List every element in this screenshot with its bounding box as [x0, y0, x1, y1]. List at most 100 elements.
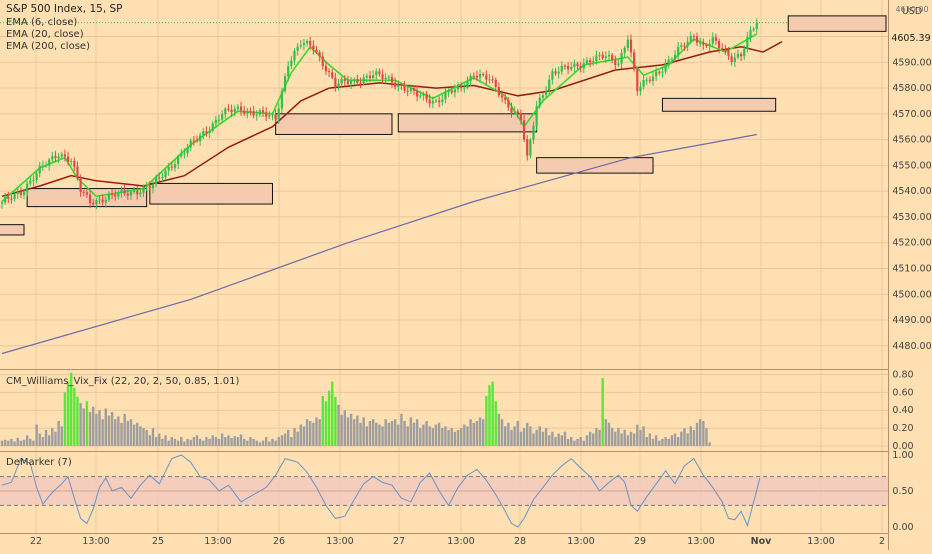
vix-fix-bar: [428, 426, 431, 446]
candle-body: [54, 156, 57, 159]
vix-fix-bar: [425, 420, 428, 446]
vix-fix-bar: [488, 385, 491, 446]
vix-fix-bar: [180, 437, 183, 446]
ema-layer: [1, 33, 783, 355]
vix-fix-bar: [409, 417, 413, 446]
candle-body: [265, 112, 268, 117]
symbol-title[interactable]: S&P 500 Index, 15, SP: [6, 3, 123, 15]
vix-fix-bar: [220, 433, 224, 446]
demarker-axis[interactable]: 0.00 0.50 1.00: [892, 450, 913, 533]
ema-6-legend[interactable]: EMA (6, close): [6, 17, 77, 28]
vix-fix-bar: [504, 426, 507, 446]
candle-body: [7, 197, 10, 199]
vix-fix-bar: [692, 429, 696, 446]
candle-body: [412, 87, 416, 91]
candle-body: [205, 131, 208, 134]
vix-fix-bar: [519, 431, 523, 446]
vix-fix-bar: [500, 419, 504, 446]
candle-body: [548, 79, 551, 91]
candle-body: [453, 89, 456, 93]
candle-body: [180, 153, 183, 157]
vix-fix-bar: [387, 422, 391, 446]
candle-body: [381, 74, 384, 80]
vix-fix-bar: [315, 417, 318, 446]
candle-body: [705, 44, 708, 47]
candle-body: [13, 194, 16, 200]
vix-fix-bar: [557, 433, 560, 446]
candle-body: [664, 63, 667, 72]
vix-fix-bar: [340, 414, 343, 446]
candle-body: [714, 37, 718, 41]
candle-body: [129, 191, 133, 196]
vix-fix-bar: [513, 426, 516, 446]
vix-fix-bar: [585, 435, 589, 446]
candle-body: [167, 166, 170, 171]
candle-body: [739, 54, 743, 57]
candle-body: [368, 75, 372, 79]
vix-fix-bar: [459, 428, 463, 446]
vix-fix-bar: [271, 438, 274, 446]
candle-body: [642, 79, 645, 87]
vix-fix-bar: [441, 428, 444, 446]
candle-body: [573, 63, 576, 68]
candle-body: [755, 22, 758, 29]
candle-body: [409, 87, 412, 92]
candle-body: [727, 49, 730, 57]
ema-200-legend[interactable]: EMA (200, close): [6, 41, 90, 52]
vix-fix-bar: [535, 429, 538, 446]
vix-fix-bar: [44, 429, 48, 446]
vix-fix-bar: [242, 438, 246, 446]
candle-body: [695, 36, 699, 43]
vix-fix-legend[interactable]: CM_Williams_Vix_Fix (22, 20, 2, 50, 0.85…: [6, 376, 239, 387]
time-axis[interactable]: 22 13:00 25 13:00 26 13:00 27 13:00 28 13:00 29 13:…: [30, 536, 885, 547]
vix-fix-bar: [431, 428, 435, 446]
supply-demand-zone: [661, 97, 777, 112]
vix-fix-bar: [312, 422, 315, 446]
time-tick-label: 13:00: [567, 536, 594, 547]
vix-fix-bar: [632, 433, 636, 446]
vix-fix-bar: [667, 438, 670, 446]
vix-fix-bar: [494, 401, 497, 446]
currency-label: USD: [902, 6, 922, 17]
vix-fix-bar: [522, 428, 526, 446]
candle-body: [551, 71, 554, 80]
time-tick-label: 27: [393, 536, 405, 547]
candle-body: [592, 61, 595, 63]
vix-fix-bar: [661, 438, 664, 446]
candle-body: [519, 113, 523, 121]
price-axis[interactable]: 4480.00 4490.00 4500.00 4510.00 4520.00 4530.…: [892, 32, 931, 352]
vix-fix-axis[interactable]: 0.00 0.20 0.40 0.60 0.80: [892, 369, 913, 452]
vix-fix-bar: [63, 392, 67, 446]
candle-body: [202, 131, 205, 136]
candle-body: [570, 67, 573, 70]
candle-body: [670, 59, 673, 61]
vix-fix-bar: [353, 419, 356, 446]
vix-fix-bar: [148, 435, 152, 446]
candle-body: [293, 50, 296, 61]
candle-body: [337, 83, 340, 87]
candle-body: [26, 183, 29, 192]
candle-body: [120, 189, 123, 193]
vix-fix-bar: [139, 426, 142, 446]
vix-fix-bar: [604, 419, 608, 446]
vix-fix-bar: [463, 424, 466, 446]
ema-20-legend[interactable]: EMA (20, close): [6, 29, 84, 40]
demarker-legend[interactable]: DeMarker (7): [6, 457, 72, 468]
vix-fix-bar: [510, 429, 513, 446]
demarker-tick-label: 0.00: [892, 522, 913, 533]
candle-body: [217, 119, 221, 121]
vix-fix-bar: [601, 378, 604, 446]
vix-fix-bar: [375, 422, 378, 446]
vix-fix-bar: [507, 422, 510, 446]
candle-body: [29, 180, 32, 184]
candle-body: [4, 197, 7, 203]
candle-body: [151, 184, 155, 189]
price-tick-label: 4560.00: [892, 135, 931, 146]
vix-fix-bar: [167, 440, 170, 446]
vix-fix-bar: [362, 417, 365, 446]
vix-fix-bar: [274, 440, 277, 446]
candle-body: [98, 199, 101, 201]
price-tick-label: 4500.00: [892, 289, 931, 300]
vix-fix-bar: [7, 440, 10, 446]
